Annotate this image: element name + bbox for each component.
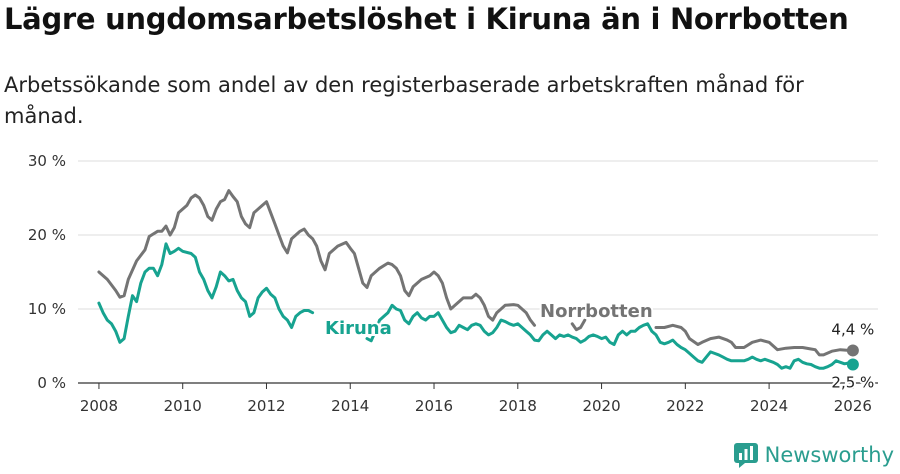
x-axis: 2008 2010 2012 2014 2016 2018 2020 2022 2024 2026 — [80, 383, 872, 415]
y-tick-label: 30 % — [28, 152, 66, 170]
newsworthy-logo-icon — [733, 443, 758, 468]
brand-name: Newsworthy — [764, 443, 894, 467]
x-tick-label: 2020 — [582, 397, 620, 415]
y-tick-label: 10 % — [28, 300, 66, 318]
x-tick-label: 2016 — [415, 397, 453, 415]
series-labels: Norrbotten Kiruna 4,4 % 2,5 % — [323, 299, 876, 394]
x-tick-label: 2008 — [80, 397, 118, 415]
series-line-norrbotten — [97, 189, 536, 327]
end-point-norrbotten — [846, 344, 859, 357]
brand-logo: Newsworthy — [733, 442, 894, 468]
y-tick-label: 20 % — [28, 226, 66, 244]
x-tick-label: 2026 — [834, 397, 872, 415]
chart-title: Lägre ungdomsarbetslöshet i Kiruna än i … — [4, 2, 849, 36]
end-point-kiruna — [846, 358, 859, 371]
series-label-kiruna: Kiruna — [325, 318, 392, 339]
x-tick-label: 2014 — [331, 397, 369, 415]
series-line-norrbotten — [570, 318, 587, 332]
series-line-kiruna — [97, 242, 315, 344]
series-line-kiruna — [365, 303, 855, 370]
series-line-norrbotten — [654, 323, 855, 357]
gridlines — [78, 160, 878, 310]
y-axis: 0 % 10 % 20 % 30 % — [28, 152, 66, 392]
end-label-norrbotten: 4,4 % — [831, 320, 874, 338]
series-label-norrbotten: Norrbotten — [540, 301, 653, 322]
chart-subtitle: Arbetssökande som andel av den registerb… — [4, 73, 804, 128]
x-tick-label: 2022 — [666, 397, 704, 415]
x-tick-label: 2024 — [750, 397, 788, 415]
end-label-kiruna: 2,5 % — [831, 374, 874, 392]
x-tick-label: 2010 — [164, 397, 202, 415]
x-tick-label: 2012 — [247, 397, 285, 415]
x-tick-label: 2018 — [499, 397, 537, 415]
series-lines — [97, 189, 859, 371]
y-tick-label: 0 % — [37, 374, 66, 392]
